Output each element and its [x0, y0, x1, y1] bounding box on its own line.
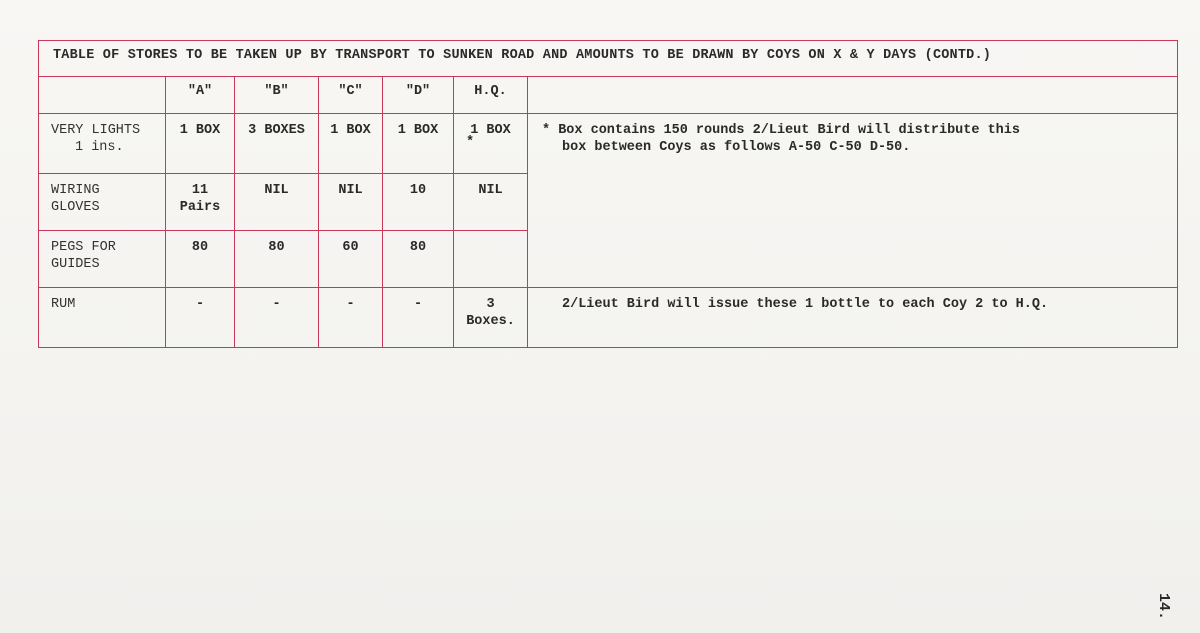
- cell: NIL: [234, 173, 319, 231]
- header-a: "A": [165, 76, 235, 114]
- header-b: "B": [234, 76, 319, 114]
- table-title: TABLE OF STORES TO BE TAKEN UP BY TRANSP…: [38, 40, 1178, 77]
- cell: 3 BOXES: [234, 113, 319, 174]
- cell: -: [234, 287, 319, 348]
- header-empty: [38, 76, 166, 114]
- cell: 11 Pairs: [165, 173, 235, 231]
- cell: 80: [165, 230, 235, 288]
- cell: 60: [318, 230, 383, 288]
- row-label: PEGS FOR GUIDES: [38, 230, 166, 288]
- cell: 1 BOX: [318, 113, 383, 174]
- table-row: WIRING GLOVES 11 Pairs NIL NIL 10 NIL: [38, 173, 1178, 231]
- cell: NIL: [318, 173, 383, 231]
- table-row: VERY LIGHTS 1 ins. 1 BOX 3 BOXES 1 BOX 1 …: [38, 113, 1178, 288]
- cell: -: [382, 287, 454, 348]
- cell: -: [318, 287, 383, 348]
- header-d: "D": [382, 76, 454, 114]
- cell: 10: [382, 173, 454, 231]
- header-notes: [527, 76, 1178, 114]
- header-row: "A" "B" "C" "D" H.Q.: [38, 76, 1178, 114]
- cell: -: [165, 287, 235, 348]
- cell: NIL: [453, 173, 528, 231]
- cell: 80: [234, 230, 319, 288]
- table-row: PEGS FOR GUIDES 80 80 60 80: [38, 230, 1178, 288]
- cell: 1 BOX: [382, 113, 454, 174]
- page-number: 14.: [1155, 592, 1173, 621]
- row-label: WIRING GLOVES: [38, 173, 166, 231]
- cell: 80: [382, 230, 454, 288]
- row-label: RUM: [38, 287, 166, 348]
- cell: [453, 230, 528, 288]
- table-row: RUM - - - - 3 Boxes. 2/Lieut Bird will is…: [38, 287, 1178, 348]
- stores-table: TABLE OF STORES TO BE TAKEN UP BY TRANSP…: [38, 40, 1178, 348]
- note-very-lights: * Box contains 150 rounds 2/Lieut Bird w…: [527, 113, 1178, 288]
- cell: 3 Boxes.: [453, 287, 528, 348]
- note-rum: 2/Lieut Bird will issue these 1 bottle t…: [527, 287, 1178, 348]
- header-c: "C": [318, 76, 383, 114]
- header-hq: H.Q.: [453, 76, 528, 114]
- row-label: VERY LIGHTS 1 ins.: [38, 113, 166, 174]
- cell: 1 BOX *: [453, 113, 528, 174]
- cell: 1 BOX: [165, 113, 235, 174]
